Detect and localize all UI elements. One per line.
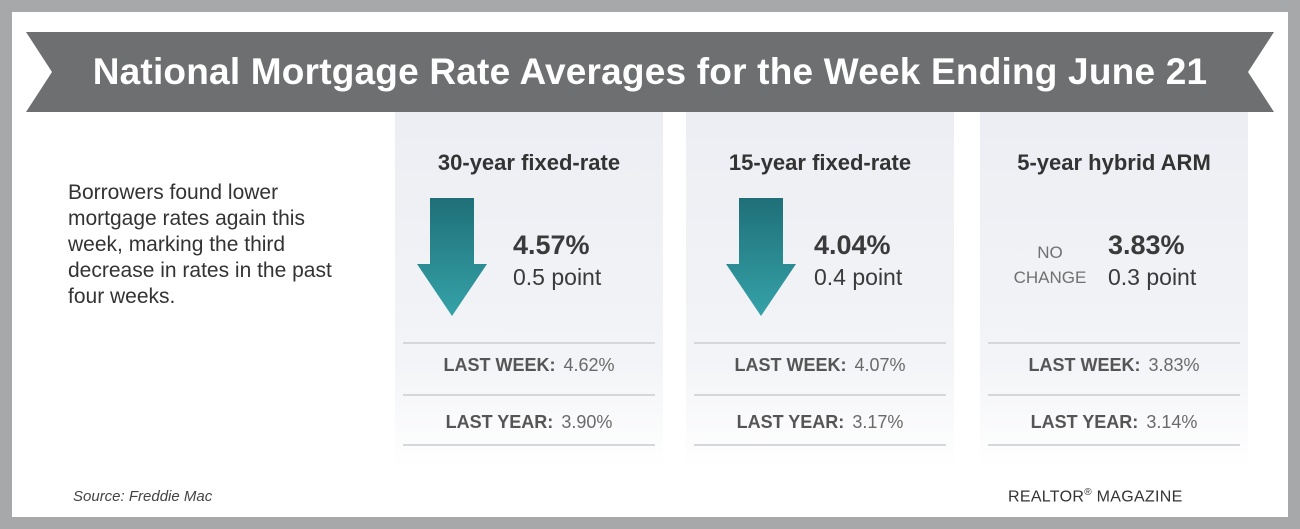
divider — [988, 444, 1240, 446]
no-change-line-2: CHANGE — [1013, 268, 1087, 287]
divider — [694, 394, 946, 396]
last-week-label: LAST WEEK: — [1028, 355, 1141, 375]
last-week-label: LAST WEEK: — [734, 355, 847, 375]
last-year-stat: LAST YEAR: 3.90% — [395, 412, 663, 433]
no-change-status: NO CHANGE — [1004, 240, 1096, 290]
current-rate: 4.57% — [513, 230, 590, 260]
divider — [694, 444, 946, 446]
last-year-label: LAST YEAR: — [445, 412, 554, 432]
down-arrow-icon — [726, 198, 796, 316]
down-arrow-icon — [417, 198, 487, 316]
registered-mark: ® — [1084, 487, 1092, 498]
last-year-value: 3.14% — [1146, 412, 1198, 432]
divider — [403, 394, 655, 396]
panel-title: 5-year hybrid ARM — [1017, 150, 1211, 175]
banner-ribbon — [26, 32, 1274, 112]
brand-suffix: MAGAZINE — [1091, 488, 1183, 506]
panel-30-year: 30-year fixed-rate 4.57% 0.5 point LAST … — [395, 112, 663, 468]
rate-change: 0.3 point — [1108, 264, 1197, 290]
panel-title: 15-year fixed-rate — [728, 150, 912, 175]
rate-change: 0.5 point — [513, 264, 602, 290]
divider — [403, 342, 655, 344]
last-year-value: 3.90% — [561, 412, 613, 432]
last-year-label: LAST YEAR: — [736, 412, 845, 432]
last-week-value: 4.62% — [563, 355, 615, 375]
current-rate: 4.04% — [814, 230, 891, 260]
divider — [403, 444, 655, 446]
last-year-label: LAST YEAR: — [1030, 412, 1139, 432]
title-banner: National Mortgage Rate Averages for the … — [26, 32, 1274, 112]
panel-5-year-arm: 5-year hybrid ARM NO CHANGE 3.83% 0.3 poi… — [980, 112, 1248, 468]
intro-text: Borrowers found lower mortgage rates aga… — [68, 181, 332, 308]
last-week-stat: LAST WEEK: 3.83% — [980, 355, 1248, 376]
current-rate: 3.83% — [1108, 230, 1185, 260]
last-week-value: 4.07% — [854, 355, 906, 375]
panel-15-year: 15-year fixed-rate 4.04% 0.4 point LAST … — [686, 112, 954, 468]
last-year-value: 3.17% — [852, 412, 904, 432]
divider — [694, 342, 946, 344]
brand-name: REALTOR — [1008, 488, 1085, 506]
banner-title: National Mortgage Rate Averages for the … — [92, 51, 1208, 92]
last-week-stat: LAST WEEK: 4.07% — [686, 355, 954, 376]
last-week-value: 3.83% — [1148, 355, 1200, 375]
last-year-stat: LAST YEAR: 3.17% — [686, 412, 954, 433]
source-credit: Source: Freddie Mac — [73, 488, 213, 505]
divider — [988, 342, 1240, 344]
no-change-line-1: NO — [1037, 243, 1063, 262]
panel-title: 30-year fixed-rate — [437, 150, 621, 175]
brand-logo: REALTOR® MAGAZINE — [1008, 487, 1183, 506]
divider — [988, 394, 1240, 396]
last-year-stat: LAST YEAR: 3.14% — [980, 412, 1248, 433]
last-week-stat: LAST WEEK: 4.62% — [395, 355, 663, 376]
rate-change: 0.4 point — [814, 264, 903, 290]
last-week-label: LAST WEEK: — [443, 355, 556, 375]
